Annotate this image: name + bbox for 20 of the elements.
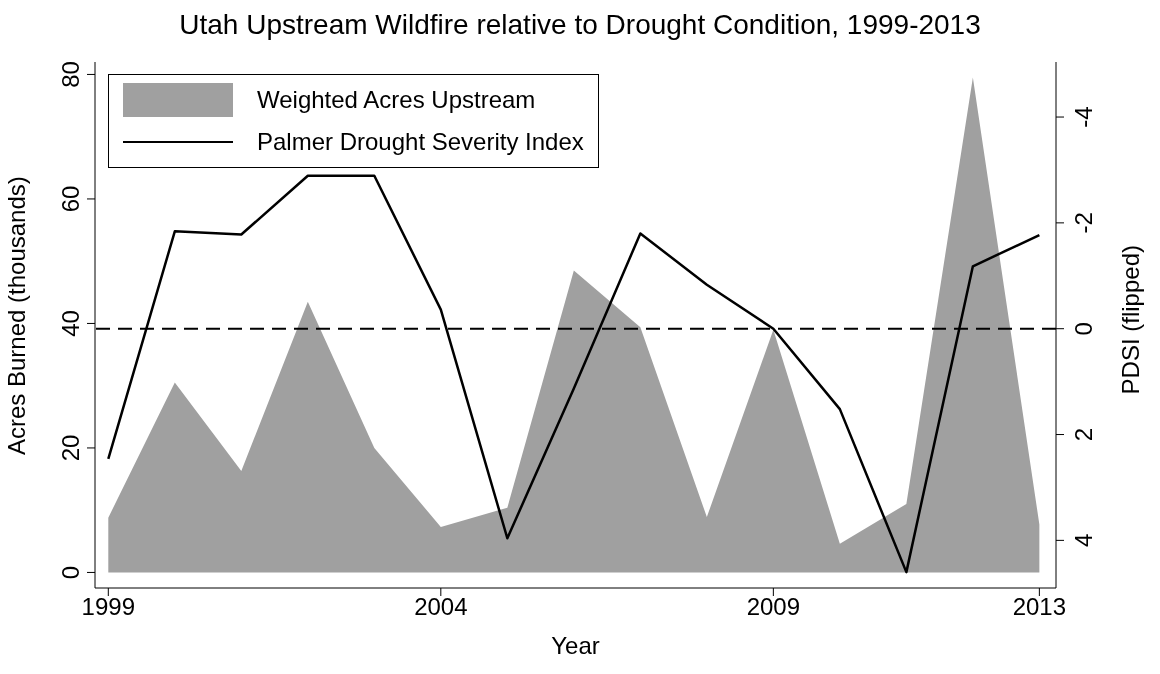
y-tick-label: 20 xyxy=(57,434,84,462)
x-tick-label: 2013 xyxy=(1012,593,1067,621)
y2-tick-label: -4 xyxy=(1070,106,1097,128)
y-tick-label: 80 xyxy=(57,61,84,88)
y2-tick-label: 4 xyxy=(1070,533,1097,548)
y2-tick-label: -2 xyxy=(1070,212,1097,234)
y2-tick-label: 2 xyxy=(1070,427,1097,442)
chart-title: Utah Upstream Wildfire relative to Drought Condition, 1999-2013 xyxy=(178,8,982,42)
x-axis-title: Year xyxy=(551,632,600,659)
y-axis-title: Acres Burned (thousands) xyxy=(2,176,30,455)
y2-axis-title: PDSI (flipped) xyxy=(1116,245,1144,395)
y-tick-label: 60 xyxy=(57,185,84,213)
x-tick-label: 1999 xyxy=(81,593,135,621)
legend-label: Weighted Acres Upstream xyxy=(257,86,536,114)
legend-label: Palmer Drought Severity Index xyxy=(257,128,584,156)
y-tick-label: 0 xyxy=(57,565,84,580)
y-tick-label: 40 xyxy=(57,310,84,337)
y2-tick-label: 0 xyxy=(1070,322,1097,336)
x-tick-label: 2004 xyxy=(414,593,468,621)
x-tick-label: 2009 xyxy=(746,593,801,621)
